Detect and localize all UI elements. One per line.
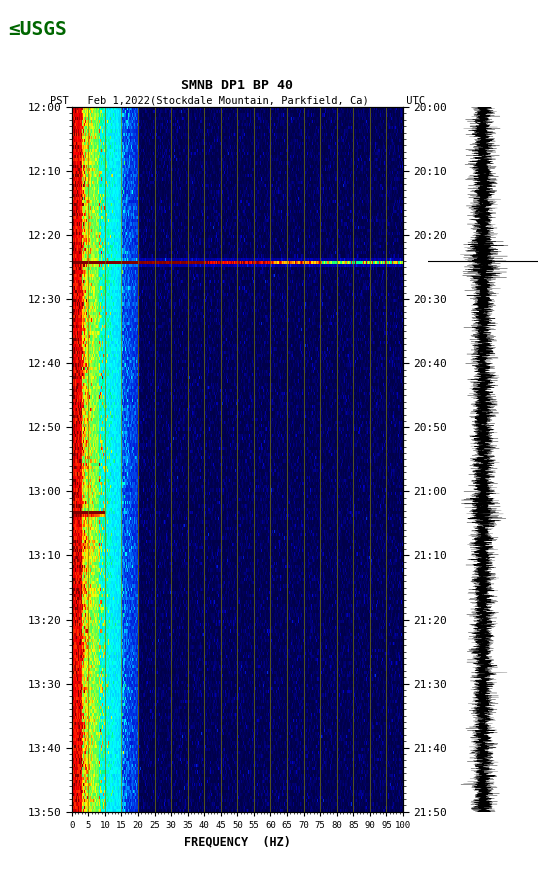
Text: PST   Feb 1,2022(Stockdale Mountain, Parkfield, Ca)      UTC: PST Feb 1,2022(Stockdale Mountain, Parkf… [50,95,425,105]
Text: SMNB DP1 BP 40: SMNB DP1 BP 40 [182,78,293,92]
Text: ≤USGS: ≤USGS [8,20,67,38]
X-axis label: FREQUENCY  (HZ): FREQUENCY (HZ) [184,835,291,848]
